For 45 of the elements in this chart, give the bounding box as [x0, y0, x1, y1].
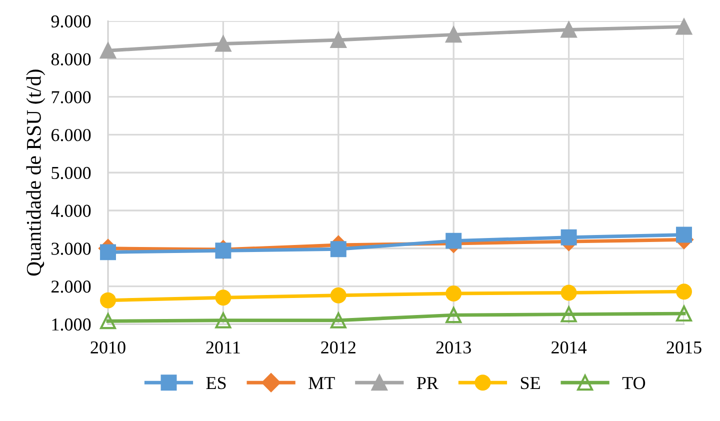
y-tick-label: 9.000 — [51, 15, 91, 28]
point — [330, 32, 346, 48]
point — [215, 36, 232, 52]
point — [560, 306, 577, 322]
point — [330, 287, 346, 304]
y-tick-label: 4.000 — [51, 204, 91, 218]
point — [215, 290, 232, 306]
point — [100, 313, 116, 330]
legend-label: TO — [622, 376, 646, 390]
y-tick-label: 1.000 — [52, 318, 91, 331]
point — [215, 312, 232, 328]
point — [446, 307, 462, 324]
point — [560, 284, 577, 301]
x-tick-label: 2010 — [90, 341, 126, 354]
y-tick-label: 6.000 — [51, 128, 91, 142]
x-tick-label: 2014 — [552, 341, 587, 354]
point — [100, 244, 116, 260]
point — [560, 229, 577, 246]
point — [100, 292, 116, 308]
legend-label: SE — [520, 376, 540, 390]
point — [100, 42, 116, 59]
legend-label: PR — [416, 377, 438, 389]
legend-label: MT — [308, 377, 335, 389]
legend-label: ES — [206, 376, 226, 390]
point — [330, 312, 346, 328]
point — [676, 284, 692, 300]
point — [676, 226, 692, 243]
y-tick-label: 2.000 — [52, 280, 91, 293]
y-tick-label: 3.000 — [52, 242, 91, 255]
point — [446, 26, 462, 43]
point — [446, 285, 462, 302]
point — [330, 241, 346, 258]
point — [676, 306, 692, 322]
x-tick-label: 2011 — [206, 341, 240, 354]
y-tick-label: 5.000 — [52, 166, 91, 180]
y-tick-label: 8.000 — [51, 53, 91, 66]
point — [560, 22, 577, 38]
point — [676, 18, 692, 35]
y-axis-title: Quantidade de RSU (t/d) — [26, 70, 46, 276]
x-tick-label: 2015 — [666, 341, 702, 354]
x-tick-label: 2013 — [436, 341, 471, 354]
point — [446, 232, 462, 249]
x-tick-label: 2012 — [321, 341, 356, 354]
point — [215, 242, 232, 259]
y-tick-label: 7.000 — [52, 91, 91, 104]
